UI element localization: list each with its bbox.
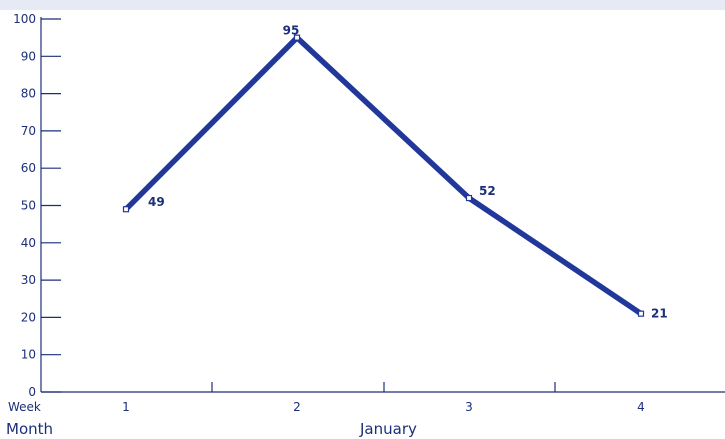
y-tick-label: 10 bbox=[21, 348, 36, 362]
data-label: 52 bbox=[479, 184, 496, 198]
data-label: 49 bbox=[148, 195, 165, 209]
x-tick-label: 4 bbox=[637, 400, 645, 414]
series-group bbox=[122, 34, 645, 317]
y-tick-label: 80 bbox=[21, 87, 36, 101]
month-row-label: Month bbox=[6, 420, 53, 438]
top-band bbox=[0, 0, 725, 10]
x-tick-label: 1 bbox=[122, 400, 130, 414]
y-tick-label: 40 bbox=[21, 236, 36, 250]
data-point-marker bbox=[465, 194, 473, 202]
data-point-marker bbox=[293, 34, 301, 41]
data-point-marker bbox=[122, 206, 130, 213]
y-tick-label: 60 bbox=[21, 161, 36, 175]
series-line bbox=[123, 34, 644, 317]
y-tick-label: 30 bbox=[21, 273, 36, 287]
data-label: 21 bbox=[651, 307, 668, 321]
y-axis-ticks: 0 10 20 30 40 50 60 70 80 90 100 bbox=[13, 12, 61, 399]
y-tick-label: 20 bbox=[21, 310, 36, 324]
y-tick-label: 70 bbox=[21, 124, 36, 138]
y-tick-label: 0 bbox=[28, 385, 36, 399]
month-group-label: January bbox=[359, 420, 417, 438]
week-row-label: Week bbox=[8, 400, 41, 414]
y-tick-label: 90 bbox=[21, 49, 36, 63]
data-labels: 49 95 52 21 bbox=[148, 24, 668, 321]
data-point-marker bbox=[637, 310, 645, 317]
x-tick-label: 2 bbox=[293, 400, 301, 414]
axes bbox=[40, 17, 725, 393]
x-axis-ticks: 1 2 3 4 bbox=[122, 382, 645, 414]
data-label: 95 bbox=[283, 24, 300, 38]
y-tick-label: 100 bbox=[13, 12, 36, 26]
y-tick-label: 50 bbox=[21, 199, 36, 213]
x-tick-label: 3 bbox=[465, 400, 473, 414]
